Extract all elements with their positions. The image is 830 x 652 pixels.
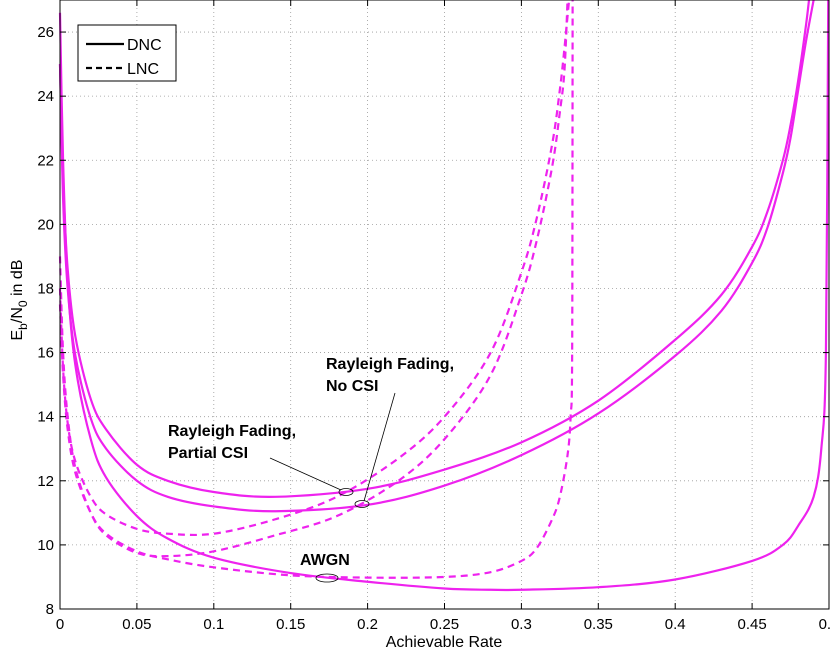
x-tick-label: 0.35 xyxy=(584,616,613,633)
annotation-awgn-marker xyxy=(315,573,339,583)
annotation-no-csi-line2: No CSI xyxy=(326,378,378,395)
legend-box xyxy=(77,24,177,82)
y-tick-label: 14 xyxy=(37,409,54,426)
y-tick-label: 24 xyxy=(37,88,54,105)
annotation-no-csi-leader xyxy=(363,392,396,502)
y-label-mid: /N xyxy=(9,307,26,323)
annotation-partial-csi-leader xyxy=(269,457,342,491)
y-tick-label: 18 xyxy=(37,280,54,297)
y-label-tail: in dB xyxy=(9,260,26,301)
lnc-curve-5 xyxy=(58,0,571,537)
dnc-curve-1 xyxy=(58,0,815,513)
annotation-no-csi-marker xyxy=(354,500,370,508)
dnc-curve-0 xyxy=(58,0,830,592)
x-tick-label: 0.4 xyxy=(665,616,686,633)
lnc-curve-4 xyxy=(58,0,569,558)
x-tick-label: 0.3 xyxy=(511,616,532,633)
x-tick-label: 0.5 xyxy=(819,616,830,633)
legend-dnc-label: DNC xyxy=(127,37,162,54)
axis-ticks: 0 0.05 0.1 0.15 0.2 0.25 0.3 0.35 0.4 0.45 0.5 8 10 1… xyxy=(37,0,830,633)
y-label-sub1: b xyxy=(16,323,30,330)
x-tick-label: 0.45 xyxy=(737,616,766,633)
annotation-no-csi-line1: Rayleigh Fading, xyxy=(326,356,454,373)
annotation-partial-csi-line1: Rayleigh Fading, xyxy=(168,423,296,440)
y-label-sub2: 0 xyxy=(16,300,30,307)
y-axis-label: Eb/N0 in dB xyxy=(9,260,30,341)
y-tick-label: 10 xyxy=(37,537,54,554)
x-tick-label: 0 xyxy=(56,616,64,633)
grid xyxy=(60,0,829,609)
annotation-partial-csi-line2: Partial CSI xyxy=(168,445,248,462)
x-tick-label: 0.25 xyxy=(430,616,459,633)
y-tick-label: 12 xyxy=(37,473,54,490)
series-group xyxy=(58,0,830,592)
y-tick-label: 16 xyxy=(37,345,54,362)
y-tick-label: 22 xyxy=(37,152,54,169)
annotation-partial-csi-marker xyxy=(338,488,354,496)
legend: DNC LNC xyxy=(77,24,177,82)
y-tick-label: 26 xyxy=(37,24,54,41)
annotation-awgn: AWGN xyxy=(300,552,350,583)
x-tick-label: 0.1 xyxy=(203,616,224,633)
annotation-awgn-label: AWGN xyxy=(300,552,350,569)
annotation-rayleigh-no-csi: Rayleigh Fading, No CSI xyxy=(326,356,454,508)
x-tick-label: 0.05 xyxy=(122,616,151,633)
y-label-main: E xyxy=(9,330,26,341)
y-tick-label: 20 xyxy=(37,216,54,233)
dnc-curve-2 xyxy=(58,0,811,498)
x-tick-label: 0.2 xyxy=(357,616,378,633)
legend-lnc-label: LNC xyxy=(127,61,159,78)
x-tick-label: 0.15 xyxy=(276,616,305,633)
annotation-rayleigh-partial-csi: Rayleigh Fading, Partial CSI xyxy=(168,423,354,496)
y-tick-label: 8 xyxy=(46,601,54,618)
x-axis-label: Achievable Rate xyxy=(386,634,503,651)
